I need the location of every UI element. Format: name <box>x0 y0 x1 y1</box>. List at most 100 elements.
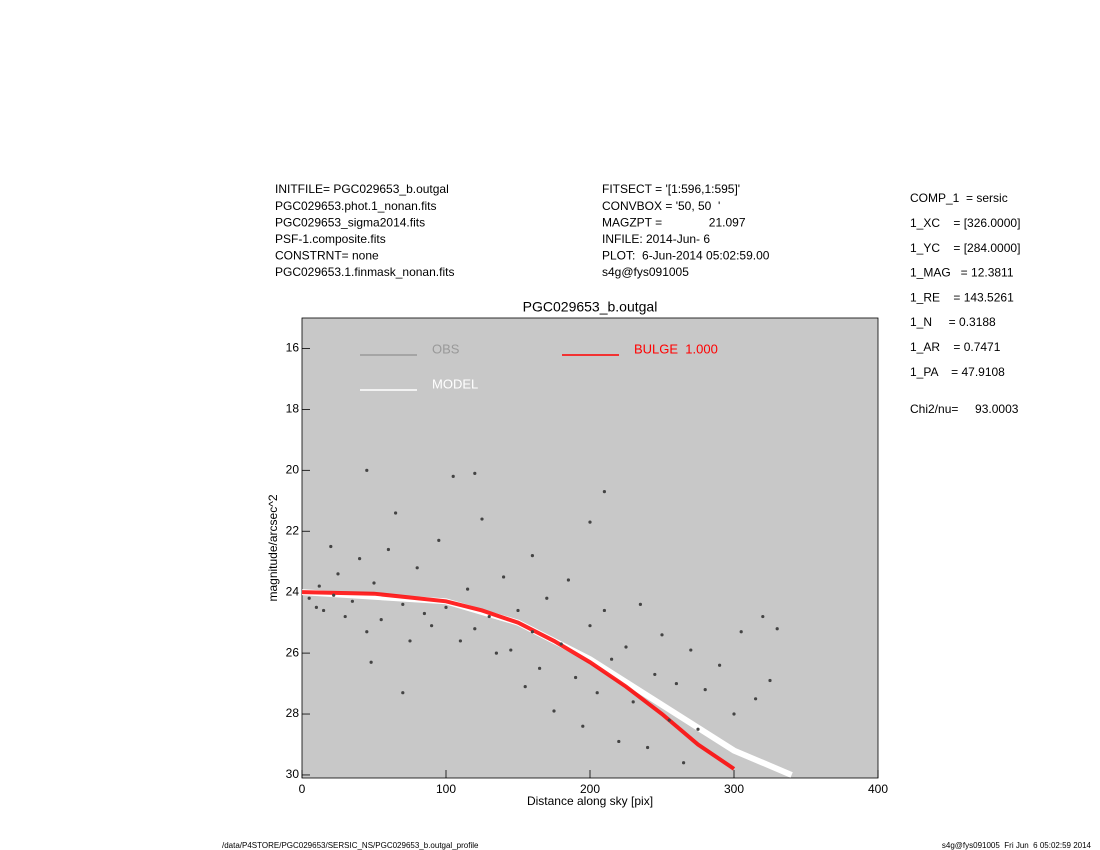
obs-point <box>350 599 354 603</box>
plot-area <box>301 317 879 779</box>
obs-point <box>638 602 643 606</box>
x-tick-label: 0 <box>299 782 306 796</box>
obs-point <box>552 709 556 713</box>
obs-point <box>610 657 614 661</box>
obs-point <box>487 614 491 619</box>
obs-point <box>653 672 657 677</box>
header-line: PGC029653_sigma2014.fits <box>275 215 425 229</box>
x-axis-label: Distance along sky [pix] <box>527 794 653 808</box>
obs-point <box>660 633 664 637</box>
obs-point <box>689 648 693 652</box>
obs-point <box>473 471 477 475</box>
obs-point <box>372 581 376 585</box>
obs-point <box>624 645 628 649</box>
obs-point <box>545 596 549 600</box>
obs-point <box>588 624 592 628</box>
obs-point <box>703 688 707 692</box>
y-tick-label: 18 <box>286 402 300 416</box>
y-tick-label: 24 <box>286 584 300 598</box>
fit-parameter: 1_MAG = 12.3811 <box>910 266 1014 280</box>
obs-point <box>761 614 765 619</box>
obs-point <box>581 724 585 728</box>
obs-point <box>566 578 571 582</box>
obs-point <box>365 630 369 634</box>
obs-point <box>696 727 700 731</box>
header-line: CONVBOX = '50, 50 ' <box>602 199 720 213</box>
header-line: CONSTRNT= none <box>275 249 379 263</box>
obs-point <box>386 547 390 552</box>
obs-point <box>530 554 535 558</box>
obs-point <box>574 675 578 680</box>
obs-point <box>523 685 527 689</box>
legend-label: MODEL <box>432 376 478 391</box>
y-tick-label: 16 <box>286 341 300 355</box>
header-line: PSF-1.composite.fits <box>275 232 386 246</box>
obs-point <box>336 572 340 576</box>
chart-title: PGC029653_b.outgal <box>523 299 658 315</box>
obs-point <box>369 660 373 664</box>
obs-point <box>775 627 779 631</box>
fit-parameter: 1_RE = 143.5261 <box>910 290 1014 304</box>
obs-point <box>451 474 455 479</box>
legend-label: OBS <box>432 341 460 356</box>
obs-point <box>646 745 650 750</box>
header-line: s4g@fys091005 <box>602 265 689 279</box>
obs-point <box>307 596 311 600</box>
obs-point <box>480 517 484 521</box>
legend-label: BULGE 1.000 <box>634 341 718 356</box>
obs-point <box>768 678 772 683</box>
y-tick-label: 28 <box>286 706 300 720</box>
header-line: PGC029653.phot.1_nonan.fits <box>275 199 436 213</box>
y-tick-label: 26 <box>286 645 300 659</box>
obs-point <box>674 681 679 686</box>
fit-parameter: 1_N = 0.3188 <box>910 315 996 329</box>
obs-point <box>588 520 592 524</box>
fit-parameter: COMP_1 = sersic <box>910 191 1008 205</box>
obs-point <box>408 639 412 643</box>
header-line: PLOT: 6-Jun-2014 05:02:59.00 <box>602 249 770 263</box>
obs-point <box>314 605 318 610</box>
y-tick-label: 22 <box>286 523 300 537</box>
plot-marks <box>302 468 793 778</box>
obs-point <box>739 630 743 634</box>
obs-point <box>317 584 321 588</box>
obs-point <box>602 608 607 613</box>
x-tick-label: 400 <box>868 782 888 796</box>
obs-point <box>322 608 326 613</box>
obs-point <box>516 608 520 613</box>
obs-point <box>401 691 405 695</box>
y-tick-label: 20 <box>286 462 300 476</box>
fit-parameter: 1_YC = [284.0000] <box>910 241 1020 255</box>
obs-point <box>682 761 686 765</box>
model-curve <box>302 590 736 771</box>
obs-point <box>494 651 498 655</box>
obs-point <box>754 697 758 701</box>
header-line: INFILE: 2014-Jun- 6 <box>602 232 710 246</box>
obs-point <box>422 611 426 616</box>
obs-point <box>617 739 621 744</box>
obs-point <box>332 593 336 597</box>
header-line: MAGZPT = 21.097 <box>602 215 746 229</box>
obs-point <box>667 718 671 722</box>
header-line: PGC029653.1.finmask_nonan.fits <box>275 265 454 279</box>
obs-point <box>595 691 599 695</box>
obs-point <box>718 663 722 667</box>
obs-point <box>559 642 563 646</box>
obs-point <box>602 490 607 494</box>
y-tick-label: 30 <box>286 767 300 781</box>
obs-point <box>458 639 462 643</box>
obs-point <box>343 614 347 619</box>
obs-point <box>415 566 419 570</box>
x-tick-label: 100 <box>436 782 456 796</box>
fit-parameter: Chi2/nu= 93.0003 <box>910 402 1019 416</box>
obs-point <box>329 544 333 549</box>
obs-point <box>732 712 736 716</box>
obs-point <box>437 538 441 542</box>
obs-point <box>473 627 477 631</box>
obs-point <box>379 617 383 622</box>
obs-point <box>365 468 369 472</box>
fit-parameter: 1_PA = 47.9108 <box>910 365 1005 379</box>
obs-point <box>358 557 362 561</box>
